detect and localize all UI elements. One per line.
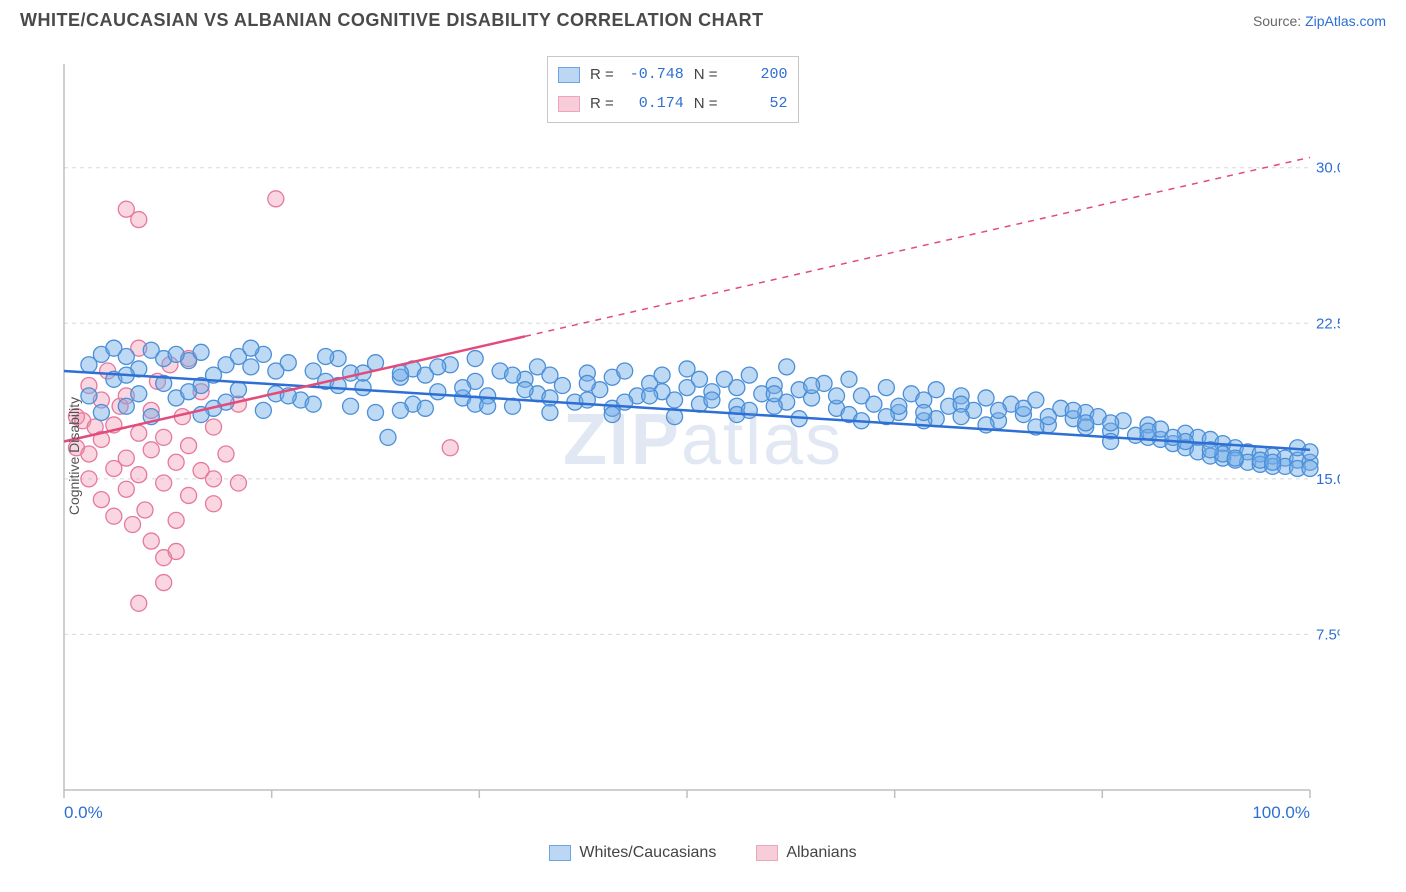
n-label: N =	[694, 61, 718, 90]
chart-title: WHITE/CAUCASIAN VS ALBANIAN COGNITIVE DI…	[20, 10, 764, 31]
n-value-whites: 200	[728, 61, 788, 90]
stats-row-albanians: R = 0.174 N = 52	[558, 90, 788, 119]
svg-text:0.0%: 0.0%	[64, 803, 103, 822]
svg-text:100.0%: 100.0%	[1252, 803, 1310, 822]
svg-text:7.5%: 7.5%	[1316, 626, 1340, 643]
swatch-albanians	[558, 96, 580, 112]
legend-swatch-whites	[549, 845, 571, 861]
correlation-stats-legend: R = -0.748 N = 200 R = 0.174 N = 52	[547, 56, 799, 123]
source-link[interactable]: ZipAtlas.com	[1305, 13, 1386, 29]
correlation-scatter-chart: 7.5% 15.0% 22.5% 30.0% 0.0% 100.0%	[20, 50, 1340, 840]
series-legend: Whites/Caucasians Albanians	[20, 844, 1386, 862]
y-axis-label: Cognitive Disability	[66, 397, 82, 515]
svg-text:30.0%: 30.0%	[1316, 160, 1340, 177]
r-label: R =	[590, 61, 614, 90]
legend-label-whites: Whites/Caucasians	[579, 844, 716, 862]
swatch-whites	[558, 67, 580, 83]
legend-label-albanians: Albanians	[786, 844, 856, 862]
legend-item-whites[interactable]: Whites/Caucasians	[549, 844, 716, 862]
svg-text:15.0%: 15.0%	[1316, 471, 1340, 488]
svg-text:22.5%: 22.5%	[1316, 315, 1340, 332]
legend-item-albanians[interactable]: Albanians	[756, 844, 856, 862]
n-label: N =	[694, 90, 718, 119]
n-value-albanians: 52	[728, 90, 788, 119]
r-value-whites: -0.748	[624, 61, 684, 90]
source-label: Source:	[1253, 13, 1301, 29]
r-label: R =	[590, 90, 614, 119]
stats-row-whites: R = -0.748 N = 200	[558, 61, 788, 90]
source-attribution: Source: ZipAtlas.com	[1253, 13, 1386, 29]
r-value-albanians: 0.174	[624, 90, 684, 119]
legend-swatch-albanians	[756, 845, 778, 861]
